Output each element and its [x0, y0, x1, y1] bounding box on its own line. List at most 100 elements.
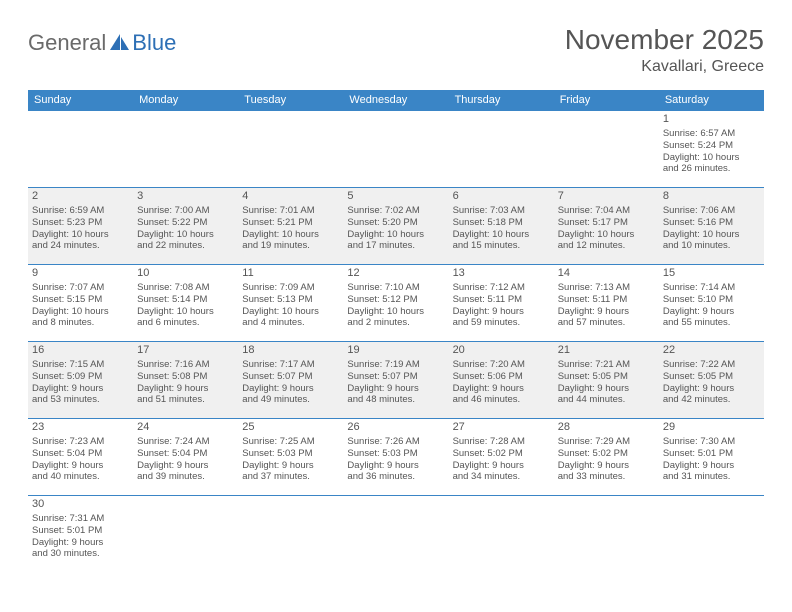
day-sr: Sunrise: 7:00 AM: [137, 205, 234, 217]
day-number: 25: [242, 421, 339, 435]
week-row: 23Sunrise: 7:23 AMSunset: 5:04 PMDayligh…: [28, 419, 764, 496]
day-number: 10: [137, 267, 234, 281]
day-sr: Sunrise: 7:28 AM: [453, 436, 550, 448]
day-cell: [133, 111, 238, 188]
logo-text-blue: Blue: [132, 30, 176, 56]
day-ss: Sunset: 5:03 PM: [347, 448, 444, 460]
day-number: 4: [242, 190, 339, 204]
day-cell: 20Sunrise: 7:20 AMSunset: 5:06 PMDayligh…: [449, 342, 554, 419]
day-d2: and 19 minutes.: [242, 240, 339, 252]
day-d2: and 44 minutes.: [558, 394, 655, 406]
day-ss: Sunset: 5:09 PM: [32, 371, 129, 383]
week-row: 9Sunrise: 7:07 AMSunset: 5:15 PMDaylight…: [28, 265, 764, 342]
day-d1: Daylight: 10 hours: [663, 229, 760, 241]
day-d2: and 34 minutes.: [453, 471, 550, 483]
day-cell: 1Sunrise: 6:57 AMSunset: 5:24 PMDaylight…: [659, 111, 764, 188]
day-sr: Sunrise: 7:01 AM: [242, 205, 339, 217]
day-sr: Sunrise: 7:07 AM: [32, 282, 129, 294]
day-sr: Sunrise: 6:59 AM: [32, 205, 129, 217]
day-d1: Daylight: 10 hours: [347, 306, 444, 318]
day-sr: Sunrise: 6:57 AM: [663, 128, 760, 140]
page-title: November 2025: [565, 24, 764, 56]
day-cell: [343, 111, 448, 188]
day-cell: [659, 496, 764, 573]
day-d2: and 51 minutes.: [137, 394, 234, 406]
day-d1: Daylight: 9 hours: [32, 383, 129, 395]
week-row: 2Sunrise: 6:59 AMSunset: 5:23 PMDaylight…: [28, 188, 764, 265]
day-ss: Sunset: 5:02 PM: [453, 448, 550, 460]
day-cell: 14Sunrise: 7:13 AMSunset: 5:11 PMDayligh…: [554, 265, 659, 342]
day-d2: and 22 minutes.: [137, 240, 234, 252]
day-ss: Sunset: 5:03 PM: [242, 448, 339, 460]
day-ss: Sunset: 5:22 PM: [137, 217, 234, 229]
day-cell: 17Sunrise: 7:16 AMSunset: 5:08 PMDayligh…: [133, 342, 238, 419]
day-d1: Daylight: 10 hours: [32, 229, 129, 241]
day-sr: Sunrise: 7:09 AM: [242, 282, 339, 294]
day-d1: Daylight: 10 hours: [663, 152, 760, 164]
day-sr: Sunrise: 7:30 AM: [663, 436, 760, 448]
day-cell: [238, 111, 343, 188]
day-d2: and 42 minutes.: [663, 394, 760, 406]
day-d2: and 31 minutes.: [663, 471, 760, 483]
day-d1: Daylight: 10 hours: [242, 229, 339, 241]
day-sr: Sunrise: 7:03 AM: [453, 205, 550, 217]
day-d1: Daylight: 9 hours: [32, 537, 129, 549]
day-d1: Daylight: 10 hours: [347, 229, 444, 241]
header: General Blue November 2025 Kavallari, Gr…: [28, 24, 764, 76]
day-number: 7: [558, 190, 655, 204]
col-wednesday: Wednesday: [343, 90, 448, 111]
day-d1: Daylight: 9 hours: [663, 383, 760, 395]
day-number: 2: [32, 190, 129, 204]
day-sr: Sunrise: 7:21 AM: [558, 359, 655, 371]
day-cell: 16Sunrise: 7:15 AMSunset: 5:09 PMDayligh…: [28, 342, 133, 419]
day-number: 1: [663, 113, 760, 127]
day-d1: Daylight: 10 hours: [558, 229, 655, 241]
day-cell: 18Sunrise: 7:17 AMSunset: 5:07 PMDayligh…: [238, 342, 343, 419]
day-number: 26: [347, 421, 444, 435]
day-d2: and 4 minutes.: [242, 317, 339, 329]
week-row: 1Sunrise: 6:57 AMSunset: 5:24 PMDaylight…: [28, 111, 764, 188]
day-number: 14: [558, 267, 655, 281]
day-sr: Sunrise: 7:15 AM: [32, 359, 129, 371]
day-d2: and 46 minutes.: [453, 394, 550, 406]
day-d2: and 53 minutes.: [32, 394, 129, 406]
day-cell: 25Sunrise: 7:25 AMSunset: 5:03 PMDayligh…: [238, 419, 343, 496]
day-ss: Sunset: 5:11 PM: [453, 294, 550, 306]
day-ss: Sunset: 5:10 PM: [663, 294, 760, 306]
day-cell: 27Sunrise: 7:28 AMSunset: 5:02 PMDayligh…: [449, 419, 554, 496]
day-d2: and 6 minutes.: [137, 317, 234, 329]
day-sr: Sunrise: 7:06 AM: [663, 205, 760, 217]
day-number: 5: [347, 190, 444, 204]
col-thursday: Thursday: [449, 90, 554, 111]
sail-icon: [106, 30, 132, 56]
day-d1: Daylight: 9 hours: [347, 383, 444, 395]
day-cell: [554, 111, 659, 188]
day-ss: Sunset: 5:16 PM: [663, 217, 760, 229]
day-cell: 7Sunrise: 7:04 AMSunset: 5:17 PMDaylight…: [554, 188, 659, 265]
day-cell: 23Sunrise: 7:23 AMSunset: 5:04 PMDayligh…: [28, 419, 133, 496]
day-sr: Sunrise: 7:10 AM: [347, 282, 444, 294]
day-ss: Sunset: 5:23 PM: [32, 217, 129, 229]
day-sr: Sunrise: 7:26 AM: [347, 436, 444, 448]
col-sunday: Sunday: [28, 90, 133, 111]
week-row: 30Sunrise: 7:31 AMSunset: 5:01 PMDayligh…: [28, 496, 764, 573]
day-sr: Sunrise: 7:12 AM: [453, 282, 550, 294]
day-d2: and 17 minutes.: [347, 240, 444, 252]
day-d1: Daylight: 10 hours: [242, 306, 339, 318]
day-cell: 15Sunrise: 7:14 AMSunset: 5:10 PMDayligh…: [659, 265, 764, 342]
day-ss: Sunset: 5:24 PM: [663, 140, 760, 152]
day-ss: Sunset: 5:14 PM: [137, 294, 234, 306]
day-ss: Sunset: 5:20 PM: [347, 217, 444, 229]
week-row: 16Sunrise: 7:15 AMSunset: 5:09 PMDayligh…: [28, 342, 764, 419]
day-cell: 2Sunrise: 6:59 AMSunset: 5:23 PMDaylight…: [28, 188, 133, 265]
day-d2: and 55 minutes.: [663, 317, 760, 329]
header-row: Sunday Monday Tuesday Wednesday Thursday…: [28, 90, 764, 111]
day-d1: Daylight: 9 hours: [32, 460, 129, 472]
day-d1: Daylight: 9 hours: [242, 383, 339, 395]
day-cell: 10Sunrise: 7:08 AMSunset: 5:14 PMDayligh…: [133, 265, 238, 342]
day-d2: and 39 minutes.: [137, 471, 234, 483]
day-d2: and 57 minutes.: [558, 317, 655, 329]
day-number: 18: [242, 344, 339, 358]
day-ss: Sunset: 5:08 PM: [137, 371, 234, 383]
day-sr: Sunrise: 7:24 AM: [137, 436, 234, 448]
